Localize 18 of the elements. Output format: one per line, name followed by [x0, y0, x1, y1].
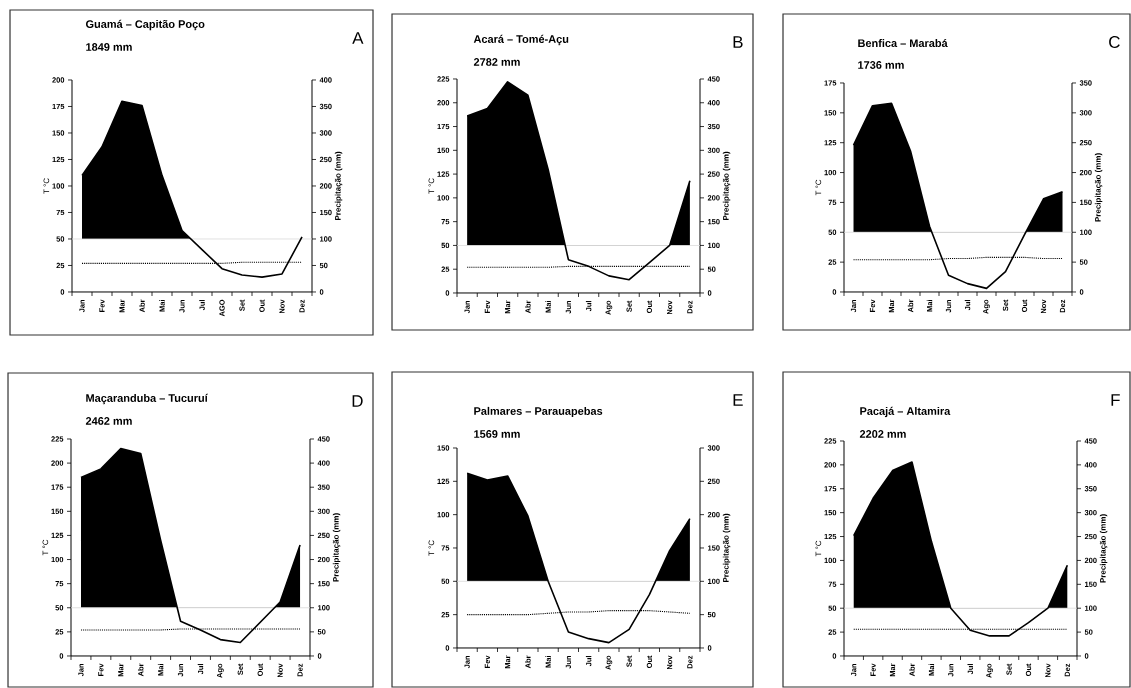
chart-subtitle: 1849 mm	[86, 43, 132, 51]
text: A	[352, 32, 364, 44]
chart-subtitle: 2202 mm	[859, 430, 906, 438]
text: B	[733, 36, 743, 48]
text: C	[1109, 35, 1120, 48]
chart-title: Maçaranduba – Tucuruí	[86, 393, 209, 405]
chart-subtitle: 2782 mm	[473, 58, 520, 66]
text: F	[1111, 394, 1120, 406]
chart-title: Pacajá – Altamira	[860, 406, 951, 418]
chart-title: Palmares – Parauapebas	[474, 406, 603, 418]
text: E	[733, 394, 743, 406]
chart-title: Guamá – Capitão Poço	[85, 19, 205, 31]
chart-title: Acará – Tomé-Açu	[473, 34, 569, 46]
chart-subtitle: 1569 mm	[474, 430, 520, 438]
text: D	[352, 395, 363, 407]
chart-subtitle: 2462 mm	[85, 417, 132, 425]
chart-title: Benfica – Marabá	[858, 38, 948, 48]
chart-subtitle: 1736 mm	[858, 61, 904, 69]
